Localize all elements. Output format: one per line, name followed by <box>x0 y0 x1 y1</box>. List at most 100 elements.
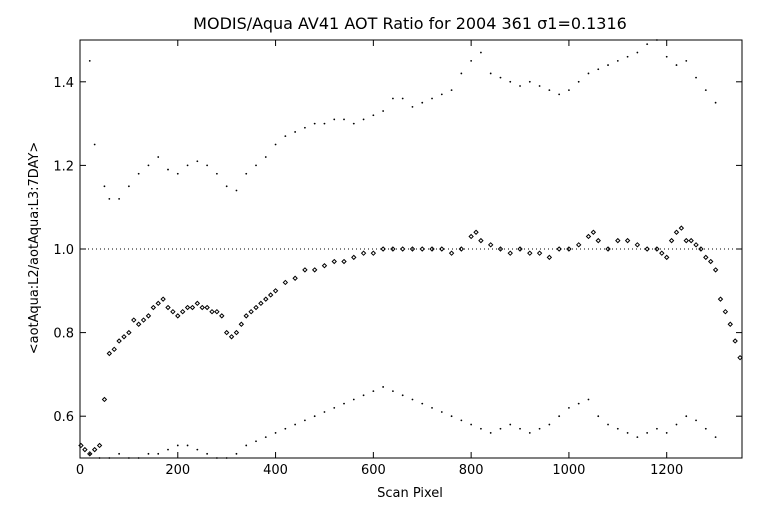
data-point <box>186 164 189 167</box>
data-point <box>714 101 717 104</box>
data-point <box>82 446 88 453</box>
data-point <box>225 185 228 188</box>
x-tick-label: 600 <box>361 463 386 478</box>
data-point <box>548 423 551 426</box>
data-point <box>497 246 504 252</box>
data-point <box>147 452 150 455</box>
data-point <box>248 308 254 315</box>
data-point <box>186 444 189 447</box>
data-point <box>179 308 186 315</box>
data-point <box>228 334 235 340</box>
data-point <box>458 246 465 252</box>
data-point <box>170 308 176 315</box>
data-point <box>678 225 685 231</box>
data-point <box>411 398 414 401</box>
data-point <box>382 110 385 112</box>
data-point <box>636 436 639 438</box>
data-point <box>96 442 103 449</box>
data-point <box>659 250 665 256</box>
data-point <box>704 89 707 92</box>
plot-area <box>78 39 743 459</box>
data-point <box>556 246 562 252</box>
data-point <box>656 427 658 430</box>
data-point <box>665 432 668 434</box>
data-point <box>176 444 179 447</box>
data-point <box>274 143 277 146</box>
data-point <box>685 60 688 62</box>
series-mean <box>78 225 743 457</box>
data-point <box>626 432 629 434</box>
data-point <box>708 258 714 265</box>
data-point <box>147 164 150 167</box>
data-point <box>440 93 443 96</box>
data-point <box>199 304 205 311</box>
y-tick-label: 0.6 <box>53 410 74 425</box>
data-point <box>343 118 345 121</box>
data-point <box>615 237 621 244</box>
data-point <box>267 292 274 298</box>
data-point <box>219 313 225 319</box>
data-point <box>380 246 386 252</box>
data-point <box>568 406 570 409</box>
data-point <box>292 275 298 281</box>
data-point <box>258 300 264 307</box>
data-point <box>401 97 404 100</box>
data-point <box>644 246 650 252</box>
data-point <box>431 97 433 100</box>
data-point <box>575 242 582 248</box>
data-point <box>646 43 649 46</box>
data-point <box>538 85 541 87</box>
data-point <box>121 334 127 340</box>
data-point <box>448 250 455 256</box>
data-point <box>668 237 675 244</box>
data-point <box>282 279 289 286</box>
x-axis: 0 200 400 600 800 1000 1200 <box>76 40 683 478</box>
data-point <box>111 346 117 353</box>
data-point <box>352 398 355 401</box>
data-point <box>87 451 93 457</box>
data-point <box>558 415 561 418</box>
data-point <box>233 329 240 336</box>
data-point <box>264 156 267 158</box>
data-point <box>155 300 161 307</box>
data-point <box>695 76 697 79</box>
data-point <box>654 246 660 252</box>
data-point <box>189 304 196 311</box>
data-point <box>480 427 482 430</box>
data-point <box>323 122 326 125</box>
data-point <box>509 80 512 83</box>
data-point <box>140 317 147 323</box>
data-point <box>165 304 171 311</box>
data-point <box>106 350 113 357</box>
data-point <box>468 233 474 240</box>
data-point <box>566 246 572 252</box>
data-point <box>519 85 521 87</box>
data-point <box>431 406 433 409</box>
data-point <box>450 415 453 418</box>
data-point <box>634 242 641 248</box>
data-point <box>489 72 492 75</box>
data-point <box>351 254 357 261</box>
data-point <box>626 55 629 58</box>
data-point <box>695 419 697 422</box>
data-point <box>103 185 106 188</box>
data-point <box>284 427 287 430</box>
data-point <box>167 168 169 171</box>
data-point <box>215 172 218 175</box>
data-point <box>108 197 111 200</box>
y-tick-label: 1.4 <box>53 76 74 91</box>
data-point <box>489 432 492 434</box>
data-point <box>722 308 729 315</box>
data-point <box>673 229 680 235</box>
data-point <box>101 396 108 403</box>
data-point <box>460 72 463 75</box>
data-point <box>538 427 541 430</box>
data-point <box>116 338 122 344</box>
data-point <box>126 329 132 336</box>
data-point <box>605 246 611 252</box>
data-point <box>245 172 248 175</box>
data-point <box>223 329 230 336</box>
data-point <box>419 246 425 252</box>
data-point <box>370 250 377 256</box>
data-point <box>688 237 694 244</box>
